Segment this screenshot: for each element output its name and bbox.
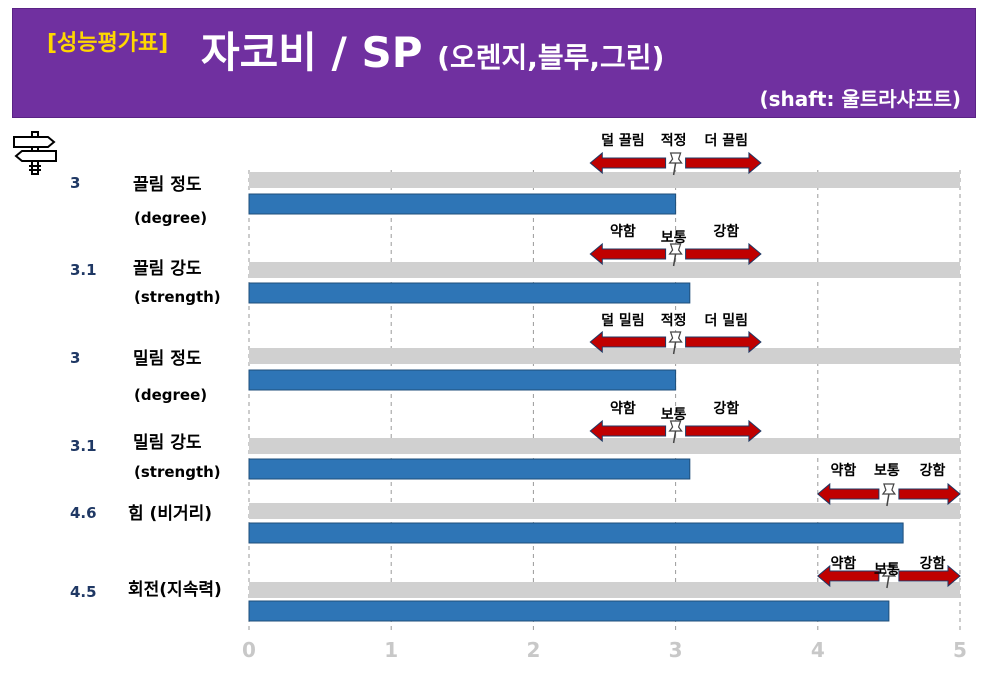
right-arrow-icon (685, 330, 762, 354)
track-bar (249, 348, 960, 364)
x-tick-label: 1 (384, 638, 398, 662)
left-arrow-icon (589, 419, 667, 443)
right-arrow-icon (898, 564, 961, 588)
marker-right-label: 강함 (920, 462, 946, 479)
marker-left-label: 약함 (610, 400, 636, 417)
marker-center-label: 적정 (661, 312, 687, 329)
title-banner: [성능평가표] 자코비 / SP (오렌지,블루,그린) (shaft: 울트라… (12, 8, 976, 118)
title-colors: (오렌지,블루,그린) (437, 41, 665, 74)
right-arrow-icon (898, 482, 961, 506)
signpost-icon (13, 131, 57, 175)
metric-sublabel: (strength) (134, 288, 221, 306)
pushpin-needle (886, 493, 890, 507)
x-tick-label: 5 (953, 638, 967, 662)
metric-label: 밀림 강도 (133, 432, 202, 453)
metric-label: 끌림 정도 (133, 175, 202, 195)
right-arrow-icon (685, 242, 762, 266)
pushpin-needle (672, 162, 677, 176)
value-bar (248, 522, 904, 544)
marker-right-label: 더 끌림 (705, 133, 749, 149)
x-tick-label: 3 (669, 638, 683, 662)
marker-left-label: 약함 (830, 462, 856, 479)
track-bar (249, 438, 960, 454)
title-main: 자코비 / SP (201, 28, 423, 77)
track-bar (249, 582, 960, 598)
score-value: 3.1 (70, 261, 97, 279)
pushpin-needle (672, 253, 677, 267)
marker-right-label: 강함 (713, 400, 739, 417)
left-arrow-icon (589, 330, 667, 354)
marker-right-label: 강함 (920, 555, 946, 572)
left-arrow-icon (817, 564, 880, 588)
marker-left-label: 덜 끌림 (601, 133, 645, 149)
marker-center-label: 적정 (661, 132, 687, 149)
left-arrow-icon (589, 242, 667, 266)
value-bar (248, 193, 677, 215)
score-value: 3 (70, 174, 80, 192)
value-bar (248, 600, 890, 622)
pushpin-icon (668, 152, 683, 164)
shaft-info: (shaft: 울트라샤프트) (759, 87, 961, 111)
metric-label: 힘 (비거리) (128, 503, 212, 524)
page-title: 자코비 / SP (오렌지,블루,그린) (201, 19, 664, 80)
marker-center-label: 보통 (661, 407, 687, 423)
pushpin-icon (881, 565, 897, 577)
metric-sublabel: (degree) (134, 386, 207, 404)
score-value: 3 (70, 349, 80, 367)
marker-right-label: 강함 (713, 223, 739, 240)
pushpin-icon (881, 483, 897, 495)
marker-center-label: 보통 (874, 463, 900, 479)
pushpin-needle (672, 341, 677, 355)
pushpin-icon (668, 420, 683, 432)
left-arrow-icon (589, 151, 667, 175)
evaluation-badge: [성능평가표] (47, 31, 169, 56)
x-tick-label: 0 (242, 638, 256, 662)
score-value: 4.5 (70, 583, 97, 601)
metric-label: 끌림 강도 (133, 259, 202, 279)
track-bar (249, 172, 960, 188)
pushpin-icon (668, 331, 683, 343)
metric-sublabel: (degree) (134, 209, 207, 227)
metric-label: 회전(지속력) (128, 580, 222, 600)
x-tick-label: 4 (811, 638, 825, 662)
pushpin-icon (668, 243, 683, 255)
metric-sublabel: (strength) (134, 463, 221, 481)
value-bar (248, 282, 691, 304)
marker-left-label: 약함 (830, 555, 856, 572)
score-value: 4.6 (70, 504, 97, 522)
left-arrow-icon (817, 482, 880, 506)
value-bar (248, 369, 677, 391)
pushpin-needle (886, 575, 890, 589)
marker-left-label: 덜 밀림 (601, 313, 645, 329)
marker-center-label: 보통 (661, 230, 687, 246)
track-bar (249, 262, 960, 278)
right-arrow-icon (685, 419, 762, 443)
score-value: 3.1 (70, 437, 97, 455)
marker-left-label: 약함 (610, 223, 636, 240)
metric-label: 밀림 정도 (133, 348, 202, 369)
x-tick-label: 2 (526, 638, 540, 662)
track-bar (249, 503, 960, 519)
marker-center-label: 보통 (874, 562, 900, 578)
marker-right-label: 더 밀림 (705, 313, 749, 329)
value-bar (248, 458, 691, 480)
right-arrow-icon (685, 151, 762, 175)
pushpin-needle (672, 430, 677, 444)
